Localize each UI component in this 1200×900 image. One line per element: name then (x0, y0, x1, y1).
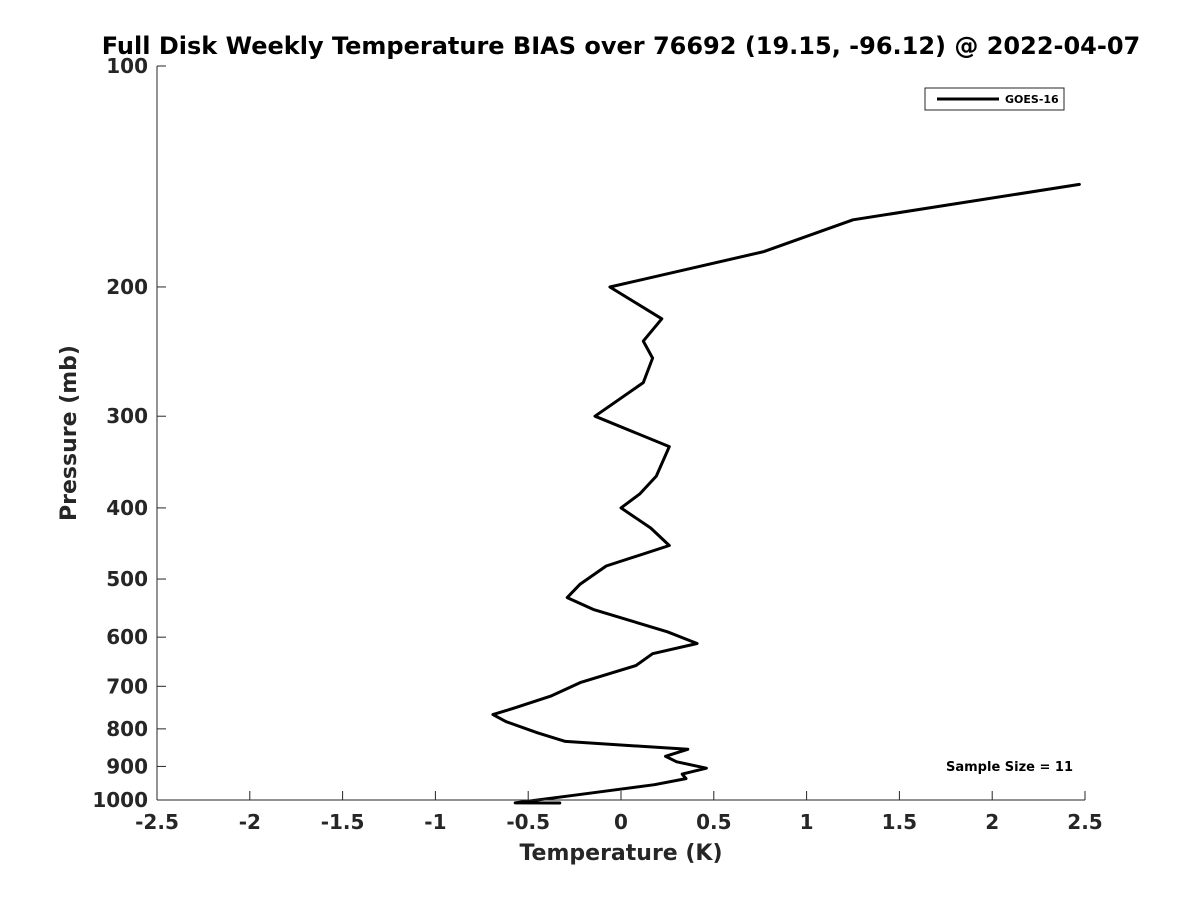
y-tick-label: 400 (106, 496, 148, 520)
y-axis-ticks: 100 200 300 400 500 600 700 800 900 1000 (92, 54, 166, 812)
y-tick-label: 500 (106, 567, 148, 591)
y-tick-label: 1000 (92, 788, 148, 812)
x-axis-ticks: -2.5 -2 -1.5 -1 -0.5 0 0.5 1 1.5 2 2.5 (135, 791, 1103, 834)
legend-label: GOES-16 (1005, 93, 1059, 106)
chart-title: Full Disk Weekly Temperature BIAS over 7… (102, 32, 1141, 60)
x-tick-label: -2 (239, 810, 261, 834)
x-tick-label: 0 (614, 810, 628, 834)
y-tick-label: 300 (106, 404, 148, 428)
sample-size-annotation: Sample Size = 11 (946, 760, 1073, 775)
y-axis-title: Pressure (mb) (57, 345, 82, 521)
x-tick-label: 1 (800, 810, 814, 834)
x-tick-label: -1 (424, 810, 446, 834)
y-tick-label: 700 (106, 674, 148, 698)
x-tick-label: 2 (985, 810, 999, 834)
y-tick-label: 200 (106, 275, 148, 299)
y-tick-label: 900 (106, 754, 148, 778)
x-tick-label: 1.5 (882, 810, 917, 834)
x-tick-label: 2.5 (1067, 810, 1102, 834)
y-tick-label: 100 (106, 54, 148, 78)
plot-area (491, 182, 1081, 805)
x-tick-label: -1.5 (321, 810, 365, 834)
x-tick-label: 0.5 (696, 810, 731, 834)
legend: GOES-16 (924, 87, 1065, 111)
y-tick-label: 800 (106, 717, 148, 741)
x-tick-label: -0.5 (506, 810, 550, 834)
y-tick-label: 600 (106, 625, 148, 649)
series-line-goes-16 (491, 182, 1081, 805)
x-tick-label: -2.5 (135, 810, 179, 834)
x-axis-title: Temperature (K) (519, 841, 722, 866)
